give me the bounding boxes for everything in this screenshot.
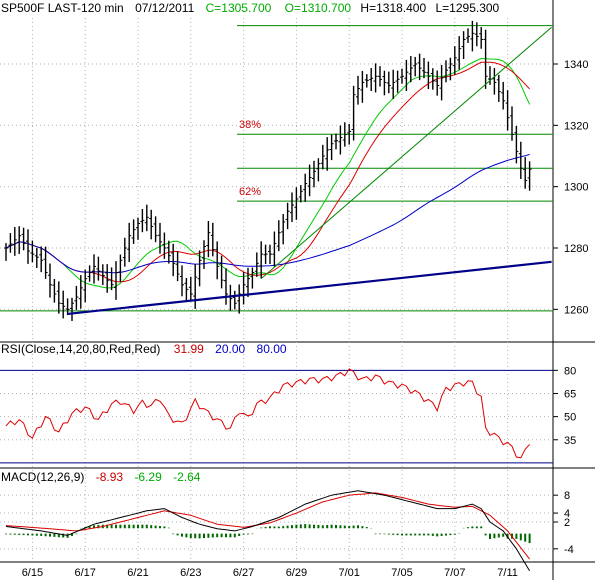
price-y-tick-label: 1300 bbox=[564, 182, 588, 194]
ma-mid-line bbox=[5, 61, 530, 283]
price-y-tick-label: 1280 bbox=[564, 243, 588, 255]
fib-level-label: 38% bbox=[239, 119, 261, 131]
moving-average-layer bbox=[5, 57, 531, 289]
x-tick-label: 6/21 bbox=[127, 567, 148, 579]
macd-title: MACD(12,26,9) bbox=[1, 470, 84, 484]
rsi-y-tick-label: 35 bbox=[564, 435, 576, 447]
y-tick-layer: 1340 1320 1300 1280 1260 80 65 50 35 8 42 -4 bbox=[553, 59, 588, 556]
macd-y-tick-label: 8 bbox=[564, 490, 570, 502]
price-y-tick-label: 1340 bbox=[564, 59, 588, 71]
channel-line bbox=[260, 26, 552, 280]
rsi-title: RSI(Close,14,20,80,Red,Red) bbox=[1, 342, 160, 356]
price-header: SP500F LAST-120 min 07/12/2011 C=1305.70… bbox=[1, 1, 500, 15]
macd-y-tick-label: 2 bbox=[564, 517, 570, 529]
macd-line bbox=[5, 490, 531, 572]
rsi-y-tick-label: 50 bbox=[564, 412, 576, 424]
header-open: O=1310.700 bbox=[285, 1, 352, 15]
rsi-line bbox=[5, 368, 530, 459]
x-tick-label: 6/27 bbox=[233, 567, 254, 579]
support-trendline bbox=[67, 260, 552, 316]
trendline-layer bbox=[67, 26, 552, 316]
x-tick-label: 6/29 bbox=[286, 567, 307, 579]
header-date: 07/12/2011 bbox=[135, 1, 194, 15]
x-tick-label: 6/17 bbox=[74, 567, 95, 579]
price-y-tick-label: 1320 bbox=[564, 120, 588, 132]
macd-hist-value: -2.64 bbox=[173, 470, 201, 484]
header-close: C=1305.700 bbox=[206, 1, 272, 15]
ma-fast-line bbox=[5, 57, 531, 289]
x-tick-label: 7/07 bbox=[444, 567, 465, 579]
symbol-label: SP500F LAST-120 min bbox=[1, 1, 124, 15]
macd-signal-value: -6.29 bbox=[134, 470, 162, 484]
rsi-ref-low: 20.00 bbox=[215, 342, 245, 356]
macd-value: -8.93 bbox=[96, 470, 124, 484]
macd-y-tick-label: -4 bbox=[564, 544, 574, 556]
macd-signal-line bbox=[5, 492, 530, 560]
x-tick-label: 7/11 bbox=[497, 567, 518, 579]
rsi-y-tick-label: 80 bbox=[564, 365, 576, 377]
rsi-header: RSI(Close,14,20,80,Red,Red) 31.99 20.00 … bbox=[1, 342, 287, 356]
rsi-y-tick-label: 65 bbox=[564, 388, 576, 400]
x-tick-label: 7/05 bbox=[391, 567, 412, 579]
price-y-tick-label: 1260 bbox=[564, 304, 588, 316]
rsi-layer bbox=[0, 368, 553, 464]
x-tick-label: 6/15 bbox=[22, 567, 43, 579]
ma-slow-line bbox=[5, 153, 530, 274]
fib-level-label: 62% bbox=[239, 186, 261, 198]
header-low: L=1295.300 bbox=[436, 1, 500, 15]
macd-layer bbox=[5, 490, 531, 572]
x-tick-layer: 6/15 6/17 6/21 6/23 6/27 6/29 7/01 7/05 7/07 7/11 bbox=[22, 567, 518, 579]
rsi-ref-high: 80.00 bbox=[257, 342, 287, 356]
fib-layer: 38% 62% bbox=[0, 25, 553, 312]
x-tick-label: 6/23 bbox=[180, 567, 201, 579]
macd-header: MACD(12,26,9) -8.93 -6.29 -2.64 bbox=[1, 470, 201, 484]
price-bars-layer bbox=[4, 20, 532, 322]
macd-y-tick-label: 4 bbox=[564, 508, 570, 520]
header-high: H=1318.400 bbox=[360, 1, 426, 15]
x-tick-label: 7/01 bbox=[338, 567, 359, 579]
rsi-value: 31.99 bbox=[174, 342, 204, 356]
